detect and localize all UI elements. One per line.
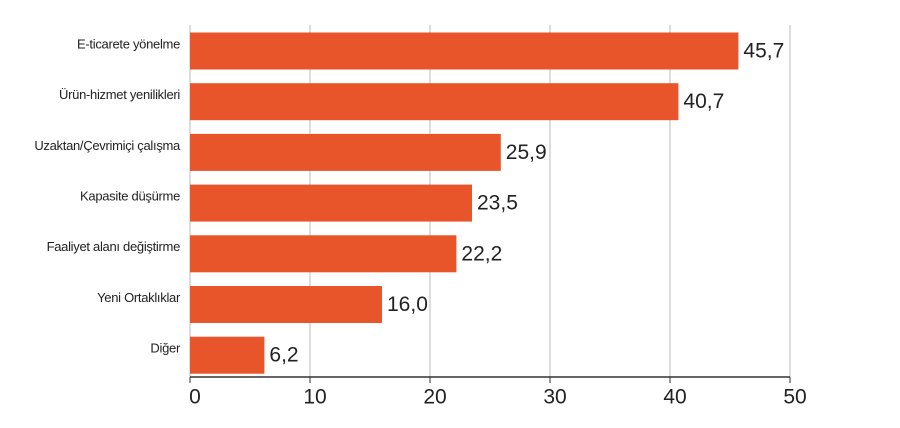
bar (190, 235, 457, 273)
value-label: 6,2 (269, 344, 298, 367)
x-tick-label: 40 (663, 386, 686, 409)
value-label: 25,9 (506, 141, 547, 164)
x-tick-label: 30 (543, 386, 566, 409)
x-tick-label: 0 (189, 386, 201, 409)
bar (190, 184, 472, 222)
bar (190, 133, 501, 171)
x-tick-label: 10 (303, 386, 326, 409)
category-label: Diğer (150, 341, 181, 356)
value-label: 16,0 (387, 293, 428, 316)
category-label: Ürün-hizmet yenilikleri (59, 87, 180, 102)
bar (190, 286, 382, 323)
bar (190, 336, 265, 374)
value-label: 23,5 (477, 192, 518, 215)
value-label: 22,2 (461, 242, 502, 265)
category-label: Faaliyet alanı değiştirme (47, 239, 180, 254)
bar (190, 32, 739, 70)
category-label: E-ticarete yönelme (77, 36, 180, 51)
category-label: Kapasite düşürme (80, 189, 180, 204)
bar (190, 83, 679, 121)
category-label: Yeni Ortaklıklar (97, 290, 181, 305)
x-tick-label: 50 (783, 386, 806, 409)
x-tick-label: 20 (423, 386, 446, 409)
value-label: 45,7 (743, 40, 784, 63)
category-label: Uzaktan/Çevrimiçi çalışma (34, 138, 181, 153)
value-label: 40,7 (683, 90, 724, 113)
